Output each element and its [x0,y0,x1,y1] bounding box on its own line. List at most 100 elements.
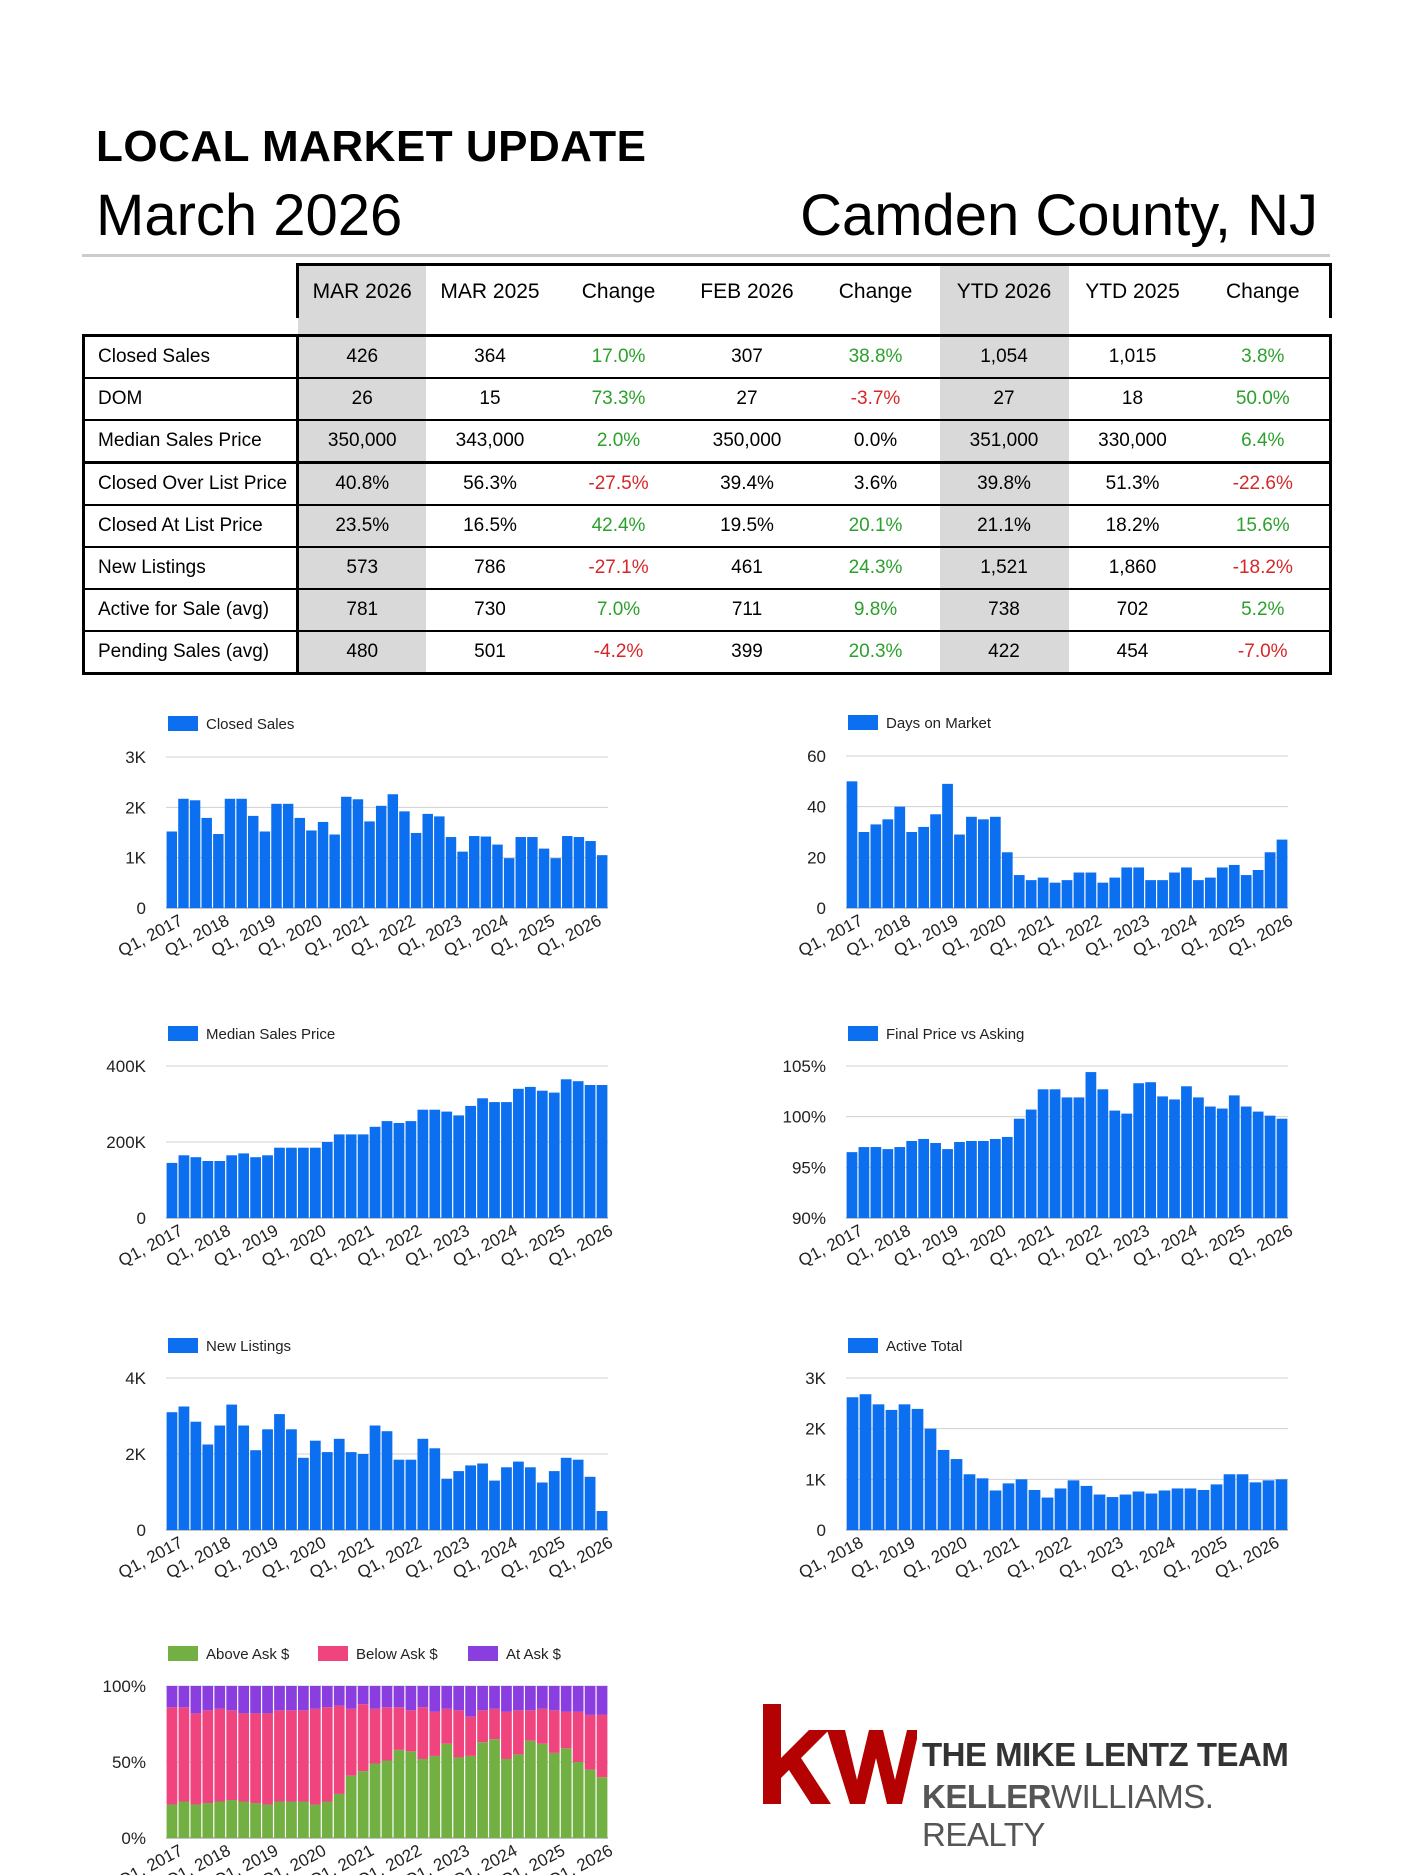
county-name: Camden County, NJ [800,183,1318,248]
bar [1054,1488,1067,1530]
table-row: New Listings 573 786 -27.1% 461 24.3% 1,521 1,8… [82,546,1332,590]
bar [453,1471,465,1530]
bar [236,798,247,908]
bar [976,1478,989,1530]
bar [477,1686,488,1711]
bar [1037,1089,1049,1218]
spacer-cell [1197,318,1331,336]
bar [238,1801,250,1838]
bar [596,855,608,908]
legend-swatch [168,1026,198,1041]
bar [286,1686,297,1711]
bar [1145,1082,1156,1218]
bar [1080,1485,1093,1530]
value-cell: 350,000 [682,419,812,464]
legend-swatch [848,1026,878,1041]
bar [352,799,364,908]
bar [166,1804,178,1838]
table-row: Pending Sales (avg) 480 501 -4.2% 399 20.3% 42… [82,630,1332,675]
bar [1216,1108,1228,1218]
value-cell: 21.1% [939,504,1069,548]
bar [1067,1480,1080,1530]
bar [262,1686,273,1714]
legend-label: Below Ask $ [356,1646,438,1663]
bar [906,832,918,908]
bar [501,1686,512,1712]
bar [584,1476,596,1530]
bar [190,1713,202,1805]
bar [393,1749,405,1838]
spacer-cell [939,318,1069,336]
value-cell: 307 [682,334,812,379]
bar [1093,1494,1106,1530]
col-header: Change [811,263,940,318]
bar [1061,1097,1073,1218]
bar [321,1707,333,1802]
bar [1169,872,1180,908]
bar [1249,1482,1262,1530]
bar [548,1686,560,1711]
legend-swatch [168,716,198,731]
change-cell: 3.8% [1196,334,1332,379]
change-cell: -4.2% [554,630,683,675]
bar [1184,1488,1197,1530]
bar [562,836,573,908]
bar [286,1429,297,1530]
value-cell: 364 [425,334,555,379]
bar [1145,880,1156,908]
change-cell: 20.1% [811,504,940,548]
legend-label: Above Ask $ [206,1646,290,1663]
bar [309,1686,321,1709]
bar [584,1085,596,1218]
value-cell: 16.5% [425,504,555,548]
keller-williams-logo: THE MIKE LENTZ TEAM KELLERWILLIAMS. REAL… [757,1700,1317,1853]
y-tick-label: 3K [125,748,146,767]
value-cell: 786 [425,546,555,590]
change-cell: -22.6% [1196,461,1332,506]
bar [501,1467,512,1530]
bar [190,1421,202,1530]
days-on-market-chart: 0 20 40 60 Days on Market Q1, 2017 Q1, 2018 Q1,… [776,710,1316,1010]
bar [381,1707,393,1761]
y-tick-label: 0% [121,1829,146,1848]
bar [1204,877,1216,908]
spacer-cell [297,318,426,336]
bar [882,1149,894,1218]
header-blank [84,265,298,319]
bar [513,1710,524,1755]
bar [560,1748,572,1838]
bar [202,1803,214,1838]
bar [1132,1491,1145,1530]
bar [513,1686,524,1711]
bar [214,1801,226,1838]
bar [513,1088,524,1218]
bar [286,1801,297,1838]
bar [524,1686,536,1711]
bar [1121,1113,1133,1218]
bar [858,1147,870,1218]
bar [453,1115,465,1218]
bar [178,1801,190,1838]
final-price-vs-asking-chart: 90% 95% 100% 105% Final Price vs Asking Q1, 2… [776,1020,1316,1320]
bar [393,1686,405,1708]
bar [333,1793,345,1838]
bar [572,1711,584,1762]
bar [596,1714,608,1778]
change-cell: 20.3% [811,630,940,675]
bar [501,1102,512,1218]
bar [924,1428,937,1530]
bar [441,1686,453,1709]
value-cell: 1,054 [939,334,1069,379]
bar [989,1138,1001,1218]
value-cell: 1,860 [1068,546,1197,590]
bar [441,1708,453,1744]
bar [1097,1089,1109,1218]
spacer-cell [812,318,940,336]
legend-label: At Ask $ [506,1646,562,1663]
bar [274,1147,285,1218]
bar [345,1134,357,1218]
bar [906,1140,918,1218]
bar [548,1471,560,1530]
bar [480,836,492,908]
table-row: Closed Over List Price 40.8% 56.3% -27.5% 39… [82,461,1332,506]
